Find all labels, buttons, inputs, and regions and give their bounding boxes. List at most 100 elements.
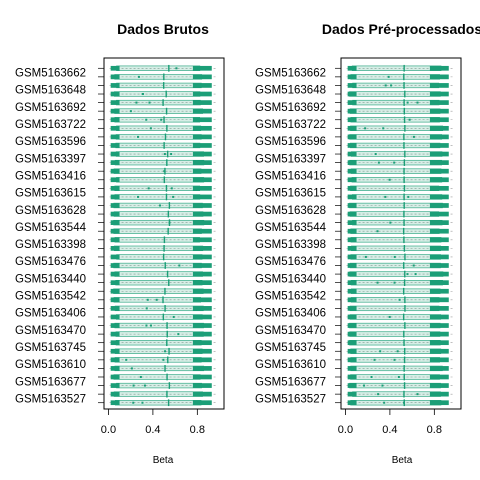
outlier xyxy=(139,375,142,378)
high-cluster xyxy=(429,348,449,354)
low-cluster xyxy=(347,211,357,217)
outlier xyxy=(160,118,163,121)
box-1 xyxy=(109,64,218,72)
outlier xyxy=(416,101,419,104)
low-cluster xyxy=(347,237,357,243)
high-cluster xyxy=(192,323,212,328)
outlier xyxy=(412,264,415,267)
low-cluster xyxy=(110,383,120,388)
high-cluster xyxy=(192,254,212,260)
outlier xyxy=(143,384,146,387)
box-38 xyxy=(346,382,455,389)
outlier xyxy=(416,393,419,396)
high-cluster xyxy=(429,383,449,388)
iqr-box xyxy=(352,99,440,106)
high-cluster xyxy=(192,288,212,294)
outlier xyxy=(412,135,415,138)
high-cluster xyxy=(192,391,212,397)
high-cluster xyxy=(192,108,212,114)
sample-label: GSM5163476 xyxy=(15,256,86,268)
box-35 xyxy=(109,356,218,364)
low-cluster xyxy=(347,348,357,354)
outlier xyxy=(137,195,140,198)
high-cluster xyxy=(429,314,449,320)
high-cluster xyxy=(429,400,449,406)
box-7 xyxy=(109,116,218,124)
iqr-box xyxy=(350,297,440,303)
iqr-box xyxy=(113,245,204,252)
low-cluster xyxy=(110,168,120,174)
high-cluster xyxy=(429,83,449,88)
iqr-box xyxy=(115,134,202,140)
low-cluster xyxy=(347,263,357,268)
high-cluster xyxy=(429,160,449,165)
iqr-box xyxy=(350,117,440,123)
box-40 xyxy=(346,399,455,407)
low-cluster xyxy=(347,74,357,80)
low-cluster xyxy=(110,160,120,165)
high-cluster xyxy=(429,143,449,148)
sample-label: GSM5163416 xyxy=(15,170,86,182)
low-cluster xyxy=(110,366,120,371)
low-cluster xyxy=(110,211,120,217)
box-15 xyxy=(109,184,218,192)
sample-label: GSM5163628 xyxy=(255,205,326,217)
outlier xyxy=(168,221,171,224)
box-24 xyxy=(346,262,455,269)
box-39 xyxy=(346,390,455,398)
sample-label: GSM5163615 xyxy=(255,188,326,200)
sample-label: GSM5163440 xyxy=(255,273,326,285)
high-cluster xyxy=(192,203,212,208)
low-cluster xyxy=(347,331,357,337)
iqr-box xyxy=(114,357,202,363)
sample-label: GSM5163745 xyxy=(15,342,86,354)
iqr-box xyxy=(350,280,443,286)
low-cluster xyxy=(110,400,120,406)
outlier xyxy=(384,84,387,87)
outlier xyxy=(129,110,132,113)
box-14 xyxy=(346,176,455,184)
low-cluster xyxy=(347,391,357,397)
low-cluster xyxy=(110,177,120,183)
box-18 xyxy=(346,210,455,218)
box-14 xyxy=(109,176,218,184)
iqr-box xyxy=(350,374,440,380)
iqr-box xyxy=(114,237,200,243)
high-cluster xyxy=(192,374,212,380)
box-28 xyxy=(109,296,218,304)
low-cluster xyxy=(110,220,120,225)
low-cluster xyxy=(347,168,357,174)
low-cluster xyxy=(110,306,120,311)
iqr-box xyxy=(349,340,441,346)
sample-label: GSM5163542 xyxy=(15,291,86,303)
iqr-box xyxy=(350,400,442,406)
high-cluster xyxy=(192,117,212,123)
plot-area-preprocessed: GSM5163662 GSM5163648 GSM5163692 GSM5163722… xyxy=(255,57,462,436)
high-cluster xyxy=(192,65,212,71)
iqr-box xyxy=(116,254,203,260)
outlier xyxy=(370,375,373,378)
outlier xyxy=(398,298,401,301)
high-cluster xyxy=(192,91,212,97)
high-cluster xyxy=(429,203,449,208)
sample-label: GSM5163397 xyxy=(15,153,86,165)
sample-label: GSM5163542 xyxy=(255,291,326,303)
iqr-box xyxy=(349,202,443,209)
low-cluster xyxy=(110,357,120,363)
box-30 xyxy=(346,313,455,321)
box-4 xyxy=(346,90,455,98)
outlier xyxy=(145,307,148,310)
sample-label: GSM5163527 xyxy=(15,393,86,405)
high-cluster xyxy=(429,100,449,105)
low-cluster xyxy=(110,100,120,105)
box-2 xyxy=(346,73,455,81)
box-30 xyxy=(109,313,218,321)
low-cluster xyxy=(110,314,120,320)
box-6 xyxy=(346,107,455,115)
outlier xyxy=(377,393,380,396)
high-cluster xyxy=(429,271,449,277)
low-cluster xyxy=(110,91,120,97)
box-8 xyxy=(346,124,455,132)
outlier xyxy=(170,153,173,156)
high-cluster xyxy=(429,91,449,97)
